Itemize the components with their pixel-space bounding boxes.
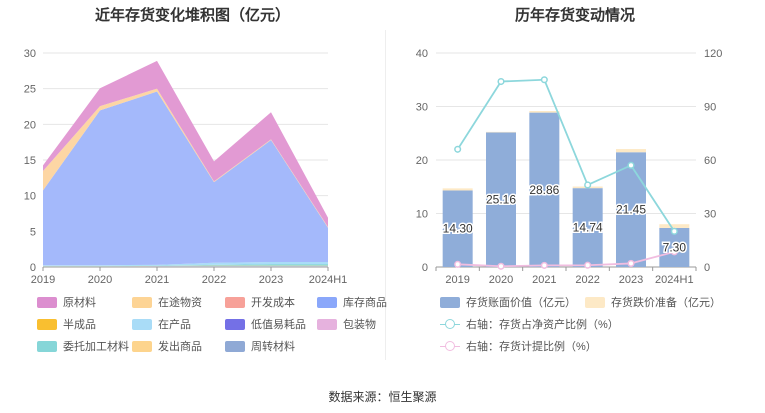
y-right-tick-label: 30 bbox=[704, 209, 716, 221]
right-chart-title: 历年存货变动情况 bbox=[514, 7, 635, 24]
legend-item-发出商品[interactable]: 发出商品 bbox=[132, 339, 202, 353]
x-tick-label: 2022 bbox=[575, 274, 599, 286]
y-right-tick-label: 0 bbox=[704, 262, 710, 274]
legend-swatch bbox=[440, 318, 460, 330]
bar-impairment bbox=[486, 131, 516, 133]
y-right-tick-label: 120 bbox=[704, 48, 722, 60]
legend-swatch bbox=[132, 340, 152, 352]
bar-book-value bbox=[486, 132, 516, 267]
y-tick-label: 10 bbox=[24, 191, 36, 203]
x-tick-label: 2023 bbox=[259, 274, 283, 286]
y-left-tick-label: 0 bbox=[422, 262, 428, 274]
x-tick-label: 2021 bbox=[532, 274, 556, 286]
legend-swatch bbox=[132, 318, 152, 330]
bar-book-value bbox=[442, 190, 473, 267]
legend-label: 右轴：存货计提比例（%） bbox=[466, 341, 597, 353]
area-series-委托加工材料 bbox=[43, 264, 328, 267]
legend-swatch bbox=[317, 318, 337, 330]
line-point bbox=[584, 261, 592, 269]
legend-label: 发出商品 bbox=[158, 341, 202, 353]
legend-swatch bbox=[440, 340, 460, 352]
line-series-右轴：存货占净资产比例（%） bbox=[456, 78, 676, 232]
y-tick-label: 15 bbox=[24, 155, 36, 167]
y-tick-label: 25 bbox=[24, 84, 36, 96]
legend-item-周转材料[interactable]: 周转材料 bbox=[225, 339, 295, 353]
x-tick-label: 2021 bbox=[145, 274, 169, 286]
x-tick-label: 2024H1 bbox=[309, 274, 348, 286]
x-tick-label: 2020 bbox=[88, 274, 112, 286]
y-tick-label: 30 bbox=[24, 48, 36, 60]
line-point bbox=[540, 261, 548, 269]
bar-impairment bbox=[442, 188, 473, 191]
y-tick-label: 0 bbox=[30, 262, 36, 274]
area-series-周转材料 bbox=[43, 266, 328, 267]
bar-data-label: 28.86 bbox=[529, 183, 559, 197]
source-label: 数据来源：恒生聚源 bbox=[328, 390, 437, 404]
line-point bbox=[540, 76, 548, 84]
legend-swatch bbox=[225, 318, 245, 330]
left-chart-title: 近年存货变化堆积图（亿元） bbox=[94, 7, 290, 24]
line-point bbox=[627, 161, 635, 169]
line-series-右轴：存货计提比例（%） bbox=[457, 250, 675, 268]
y-left-tick-label: 10 bbox=[416, 209, 428, 221]
line-point bbox=[454, 260, 462, 268]
area-series-库存商品 bbox=[43, 91, 328, 266]
legend-label: 委托加工材料 bbox=[63, 341, 129, 353]
x-tick-label: 2022 bbox=[202, 274, 226, 286]
line-point bbox=[497, 262, 505, 270]
y-tick-label: 20 bbox=[24, 119, 36, 131]
x-tick-label: 2019 bbox=[31, 274, 55, 286]
bar-line-chart: 0 10 20 30 40 0 30 60 90 120 14.30 25.16 28.86 14.74 2… bbox=[416, 48, 723, 286]
bar-data-label: 7.30 bbox=[663, 240, 687, 254]
bar-impairment bbox=[529, 110, 560, 113]
bar-impairment bbox=[659, 224, 690, 228]
y-right-tick-label: 60 bbox=[704, 155, 716, 167]
y-right-tick-label: 90 bbox=[704, 102, 716, 114]
x-tick-label: 2020 bbox=[489, 274, 513, 286]
legend-item-委托加工材料[interactable]: 委托加工材料 bbox=[37, 339, 129, 353]
bar-data-label: 14.30 bbox=[443, 222, 473, 236]
y-left-tick-label: 20 bbox=[416, 155, 428, 167]
panel-divider bbox=[385, 30, 386, 360]
line-point bbox=[497, 77, 505, 86]
line-point bbox=[454, 145, 462, 153]
bar-book-value bbox=[572, 188, 603, 267]
legend-item-右轴：存货计提比例（%）[interactable]: 右轴：存货计提比例（%） bbox=[440, 339, 597, 353]
line-point bbox=[670, 227, 678, 235]
bar-data-label: 21.45 bbox=[616, 203, 646, 217]
legend-swatch bbox=[37, 340, 57, 352]
bar-impairment bbox=[616, 149, 646, 153]
y-left-tick-label: 40 bbox=[416, 48, 428, 60]
x-tick-label: 2023 bbox=[619, 274, 643, 286]
y-tick-label: 5 bbox=[30, 226, 36, 238]
legend-swatch bbox=[37, 318, 57, 330]
legend-swatch bbox=[225, 340, 245, 352]
y-left-tick-label: 30 bbox=[416, 102, 428, 114]
line-point bbox=[670, 248, 678, 256]
area-series-发出商品 bbox=[43, 265, 328, 267]
bar-data-label: 25.16 bbox=[486, 193, 516, 207]
x-tick-label: 2024H1 bbox=[655, 274, 694, 286]
bar-data-label: 14.74 bbox=[573, 221, 603, 235]
bar-book-value bbox=[529, 112, 560, 267]
bar-book-value bbox=[616, 152, 646, 267]
x-tick-label: 2019 bbox=[445, 274, 469, 286]
stacked-area-chart: 0 5 10 15 20 25 30 2019 2020 2021 2022 2023 2024H1 bbox=[24, 48, 348, 286]
line-point bbox=[627, 259, 635, 267]
area-series-在产品 bbox=[43, 262, 328, 266]
legend-label: 周转材料 bbox=[251, 341, 295, 353]
line-point bbox=[584, 181, 592, 189]
